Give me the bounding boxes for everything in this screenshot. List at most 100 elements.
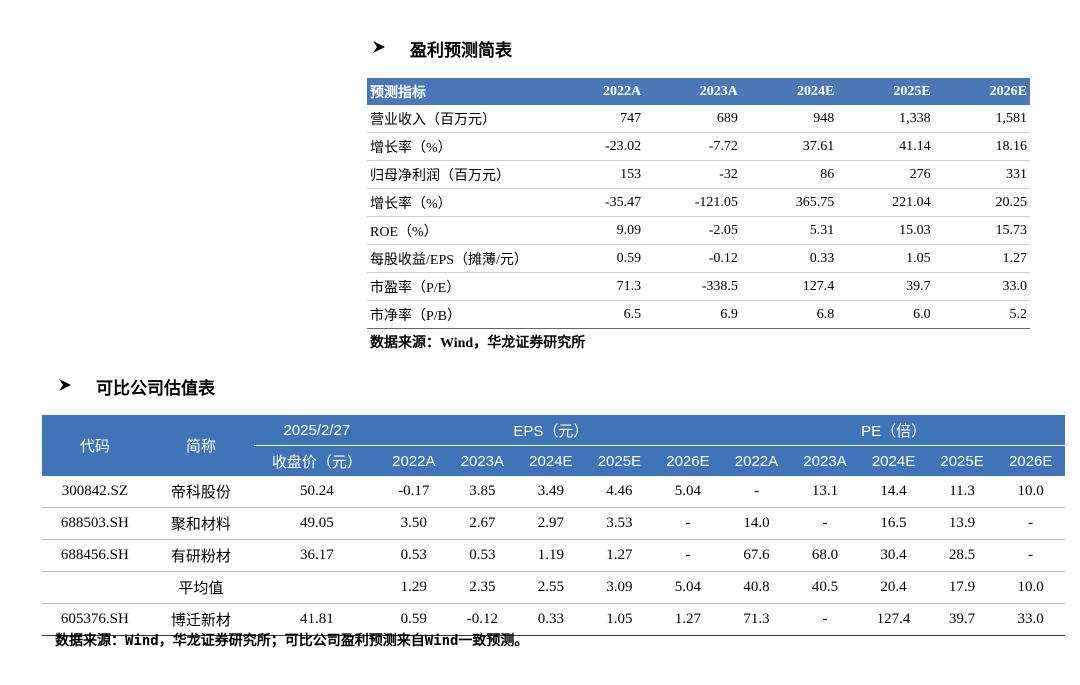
cell: 127.4 — [859, 603, 928, 636]
cell: 5.04 — [653, 476, 723, 508]
cell: 1.27 — [585, 539, 654, 572]
cell: - — [790, 603, 860, 636]
data-row: 每股收益/EPS（摊薄/元） 0.59 -0.12 0.33 1.05 1.27 — [367, 244, 1030, 273]
cell: 9.09 — [547, 216, 645, 245]
cell: 0.53 — [448, 539, 517, 572]
cell: 平均值 — [147, 571, 255, 604]
cell: 5.2 — [933, 300, 1030, 329]
cell: - — [996, 539, 1065, 572]
cell: 15.73 — [933, 216, 1030, 245]
cell: 归母净利润（百万元） — [367, 160, 548, 189]
cell: 3.50 — [379, 507, 449, 540]
cell: 49.05 — [254, 507, 380, 540]
cell: 3.53 — [585, 507, 654, 540]
cell: 10.0 — [996, 571, 1065, 604]
cell: 14.0 — [722, 507, 791, 540]
cell: - — [790, 507, 860, 540]
header-cell: 2025E — [927, 445, 997, 476]
cell: 4.46 — [585, 476, 654, 508]
header-cell: PE（倍） — [722, 415, 1065, 446]
cell: 605376.SH — [42, 603, 148, 636]
cell: 13.1 — [790, 476, 860, 508]
header-cell: 2022A — [722, 445, 791, 476]
cell: 67.6 — [722, 539, 791, 572]
bullet-arrow — [373, 41, 385, 53]
header-cell: 2025E — [585, 445, 654, 476]
cell: 10.0 — [996, 476, 1065, 508]
cell: 30.4 — [859, 539, 928, 572]
cell: 40.8 — [722, 571, 791, 604]
header-cell: 2026E — [653, 445, 723, 476]
data-row: 增长率（%） -23.02 -7.72 37.61 41.14 18.16 — [367, 132, 1030, 161]
cell: - — [996, 507, 1065, 540]
data-row: 营业收入（百万元） 747 689 948 1,338 1,581 — [367, 105, 1030, 133]
cell: 3.85 — [448, 476, 517, 508]
cell: -0.12 — [644, 244, 741, 273]
cell: 36.17 — [254, 539, 380, 572]
cell: 20.4 — [859, 571, 928, 604]
cell: 6.5 — [547, 300, 645, 329]
cell: 86 — [740, 160, 838, 189]
section-title: 盈利预测简表 — [410, 41, 512, 60]
header-cell: 2026E — [996, 445, 1065, 476]
cell: 1.19 — [516, 539, 586, 572]
header-cell: 2026E — [933, 78, 1030, 105]
header-row: 代码 简称 2025/2/27 EPS（元） PE（倍） — [42, 415, 1065, 476]
valuation-table: 代码 简称 2025/2/27 EPS（元） PE（倍） 收盘价（元） 2022A 2023A… — [42, 415, 1065, 636]
cell: 39.7 — [927, 603, 997, 636]
cell: -121.05 — [644, 188, 741, 217]
cell: 1,581 — [933, 105, 1030, 133]
cell: 41.81 — [254, 603, 380, 636]
cell: 市盈率（P/E） — [367, 272, 548, 301]
cell: 博迁新材 — [147, 603, 255, 636]
cell: 2.55 — [516, 571, 586, 604]
cell: 0.33 — [740, 244, 838, 273]
header-cell: 2025E — [837, 78, 934, 105]
cell: 276 — [837, 160, 934, 189]
cell: 2.67 — [448, 507, 517, 540]
cell: 20.25 — [933, 188, 1030, 217]
cell: 6.8 — [740, 300, 838, 329]
cell: 2.97 — [516, 507, 586, 540]
source-note: 数据来源：Wind，华龙证券研究所；可比公司盈利预测来自Wind一致预测。 — [55, 633, 529, 649]
cell: 市净率（P/B） — [367, 300, 548, 329]
cell: 营业收入（百万元） — [367, 105, 548, 133]
header-cell: 2023A — [644, 78, 741, 105]
cell: ROE（%） — [367, 216, 548, 245]
header-cell: 2022A — [547, 78, 645, 105]
forecast-table: 预测指标 2022A 2023A 2024E 2025E 2026E 营业收入（百万元） 74… — [367, 78, 1030, 329]
data-row: 增长率（%） -35.47 -121.05 365.75 221.04 20.25 — [367, 188, 1030, 217]
header-cell: 2023A — [790, 445, 860, 476]
cell: 3.09 — [585, 571, 654, 604]
header-cell: 2023A — [448, 445, 517, 476]
header-cell: 2024E — [740, 78, 838, 105]
cell: 增长率（%） — [367, 132, 548, 161]
cell: -35.47 — [547, 188, 645, 217]
cell: 1.29 — [379, 571, 449, 604]
cell: 13.9 — [927, 507, 997, 540]
cell — [42, 571, 148, 604]
cell: -2.05 — [644, 216, 741, 245]
cell: 16.5 — [859, 507, 928, 540]
cell: 1.27 — [933, 244, 1030, 273]
cell: 689 — [644, 105, 741, 133]
cell: 331 — [933, 160, 1030, 189]
cell: 15.03 — [837, 216, 934, 245]
cell: -7.72 — [644, 132, 741, 161]
cell: -0.12 — [448, 603, 517, 636]
cell: 28.5 — [927, 539, 997, 572]
cell: 0.59 — [547, 244, 645, 273]
cell: 41.14 — [837, 132, 934, 161]
cell: 17.9 — [927, 571, 997, 604]
cell: 1,338 — [837, 105, 934, 133]
data-row: 平均值 1.29 2.35 2.55 3.09 5.04 40.8 40.5 20.4 17.9 1… — [42, 571, 1065, 604]
cell: 0.59 — [379, 603, 449, 636]
cell: 6.0 — [837, 300, 934, 329]
header-cell: 代码 — [42, 415, 148, 476]
header-row: 收盘价（元） 2022A 2023A 2024E 2025E 2026E 2022A 2023… — [42, 445, 1065, 476]
data-row: 市盈率（P/E） 71.3 -338.5 127.4 39.7 33.0 — [367, 272, 1030, 301]
cell: 71.3 — [722, 603, 791, 636]
data-row: 688456.SH 有研粉材 36.17 0.53 0.53 1.19 1.27-67.6 6… — [42, 539, 1065, 572]
cell: 127.4 — [740, 272, 838, 301]
cell: 6.9 — [644, 300, 741, 329]
